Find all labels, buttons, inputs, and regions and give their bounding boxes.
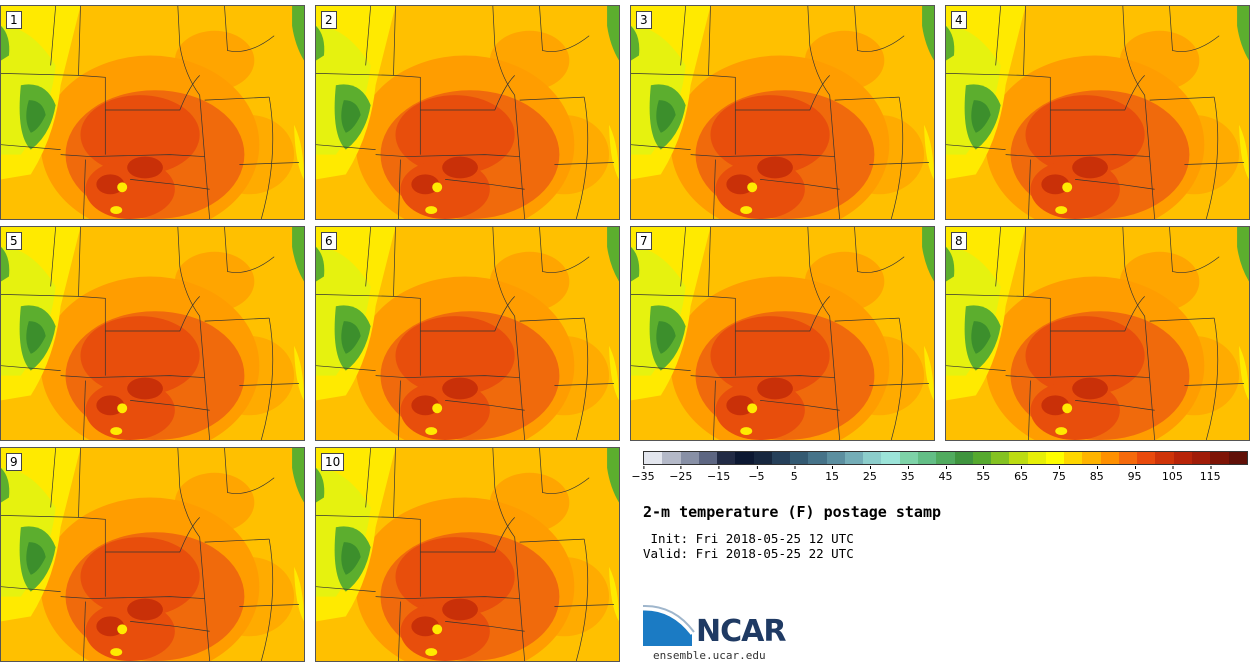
member-label: 3 bbox=[636, 11, 652, 29]
stamp-panel-7: 7 bbox=[630, 226, 935, 441]
colorbar-tick: 85 bbox=[1090, 466, 1104, 483]
colorbar-tick: 115 bbox=[1200, 466, 1221, 483]
colorbar-tick: −35 bbox=[631, 466, 655, 483]
colorbar-segment bbox=[917, 452, 937, 464]
colorbar-segment bbox=[1100, 452, 1119, 464]
temperature-map bbox=[631, 6, 934, 219]
init-time: Init: Fri 2018-05-25 12 UTC bbox=[643, 531, 854, 546]
temperature-map bbox=[1, 6, 304, 219]
colorbar-segment bbox=[991, 452, 1010, 464]
colorbar-segment bbox=[1228, 452, 1247, 464]
colorbar-segment bbox=[863, 452, 882, 464]
colorbar-tick: 25 bbox=[863, 466, 877, 483]
colorbar-segment bbox=[662, 452, 681, 464]
colorbar-tick: 45 bbox=[939, 466, 953, 483]
site-url: ensemble.ucar.edu bbox=[653, 649, 766, 662]
temperature-map bbox=[316, 448, 619, 661]
colorbar-tick: 15 bbox=[825, 466, 839, 483]
colorbar-tick: −5 bbox=[748, 466, 765, 483]
stamp-panel-9: 9 bbox=[0, 447, 305, 662]
member-label: 9 bbox=[6, 453, 22, 471]
colorbar-segment bbox=[1064, 452, 1083, 464]
colorbar-segment bbox=[899, 452, 918, 464]
colorbar-segment bbox=[1173, 452, 1192, 464]
colorbar-segment bbox=[1155, 452, 1174, 464]
stamp-panel-2: 2 bbox=[315, 5, 620, 220]
colorbar-segment bbox=[936, 452, 955, 464]
colorbar-segment bbox=[808, 452, 827, 464]
member-label: 7 bbox=[636, 232, 652, 250]
chart-title: 2-m temperature (F) postage stamp bbox=[643, 503, 942, 521]
colorbar-segment bbox=[1045, 452, 1065, 464]
temperature-map bbox=[946, 6, 1249, 219]
colorbar-segment bbox=[826, 452, 845, 464]
colorbar-segment bbox=[1191, 452, 1211, 464]
ncar-logo-icon bbox=[642, 604, 695, 646]
stamp-panel-4: 4 bbox=[945, 5, 1250, 220]
colorbar-tick: 5 bbox=[791, 466, 798, 483]
colorbar-segment bbox=[790, 452, 809, 464]
colorbar-segment bbox=[1210, 452, 1229, 464]
temperature-colorbar bbox=[643, 451, 1248, 465]
member-label: 8 bbox=[951, 232, 967, 250]
colorbar-segment bbox=[972, 452, 992, 464]
colorbar-tick: −25 bbox=[669, 466, 692, 483]
colorbar-segment bbox=[680, 452, 699, 464]
temperature-map bbox=[316, 6, 619, 219]
colorbar-segment bbox=[1082, 452, 1101, 464]
member-label: 5 bbox=[6, 232, 22, 250]
colorbar-segment bbox=[717, 452, 736, 464]
colorbar-segment bbox=[644, 452, 663, 464]
colorbar-segment bbox=[1137, 452, 1156, 464]
colorbar-segment bbox=[844, 452, 864, 464]
colorbar-segment bbox=[881, 452, 900, 464]
colorbar-segment bbox=[753, 452, 772, 464]
temperature-map bbox=[1, 448, 304, 661]
temperature-map bbox=[1, 227, 304, 440]
valid-time: Valid: Fri 2018-05-25 22 UTC bbox=[643, 546, 854, 561]
stamp-panel-3: 3 bbox=[630, 5, 935, 220]
colorbar-tick-labels: −35 −25 −15 −5 5 15 25 35 45 55 65 75 85 95 105 115 bbox=[631, 466, 1248, 486]
member-label: 4 bbox=[951, 11, 967, 29]
stamp-panel-5: 5 bbox=[0, 226, 305, 441]
colorbar-tick: 105 bbox=[1162, 466, 1183, 483]
colorbar-tick: 75 bbox=[1052, 466, 1066, 483]
colorbar-tick: −15 bbox=[707, 466, 730, 483]
member-label: 10 bbox=[321, 453, 345, 471]
colorbar-segment bbox=[771, 452, 791, 464]
colorbar-segment bbox=[698, 452, 718, 464]
colorbar-tick: 65 bbox=[1014, 466, 1028, 483]
colorbar-segment bbox=[954, 452, 973, 464]
stamp-panel-8: 8 bbox=[945, 226, 1250, 441]
ncar-logo-text: NCAR bbox=[696, 614, 786, 649]
colorbar-segment bbox=[1118, 452, 1138, 464]
member-label: 2 bbox=[321, 11, 337, 29]
temperature-map bbox=[631, 227, 934, 440]
stamp-panel-1: 1 bbox=[0, 5, 305, 220]
stamp-panel-6: 6 bbox=[315, 226, 620, 441]
colorbar-tick: 35 bbox=[901, 466, 915, 483]
temperature-map bbox=[316, 227, 619, 440]
temperature-map bbox=[946, 227, 1249, 440]
colorbar-segment bbox=[1009, 452, 1028, 464]
member-label: 6 bbox=[321, 232, 337, 250]
colorbar-tick: 95 bbox=[1128, 466, 1142, 483]
colorbar-segment bbox=[1027, 452, 1046, 464]
colorbar-tick: 55 bbox=[976, 466, 990, 483]
stamp-panel-10: 10 bbox=[315, 447, 620, 662]
colorbar-segment bbox=[735, 452, 754, 464]
member-label: 1 bbox=[6, 11, 22, 29]
